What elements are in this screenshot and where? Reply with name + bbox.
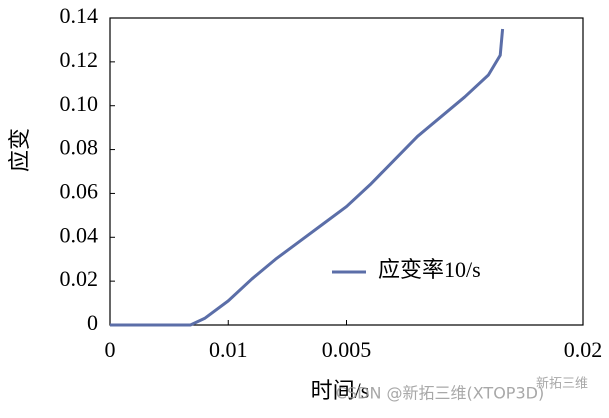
watermark-logo: 新拓三维 bbox=[536, 376, 588, 392]
plot-frame bbox=[109, 17, 584, 326]
legend-label: 应变率10/s bbox=[378, 257, 481, 282]
x-tick-label: 0.01 bbox=[209, 337, 248, 362]
y-tick-label: 0.02 bbox=[60, 266, 99, 291]
y-tick-label: 0.12 bbox=[60, 47, 99, 72]
x-axis-label: 时间/s bbox=[311, 378, 370, 403]
y-tick-label: 0 bbox=[87, 310, 98, 335]
x-tick-label: 0 bbox=[105, 337, 116, 362]
y-tick-label: 0.04 bbox=[60, 222, 99, 247]
y-tick-label: 0.06 bbox=[60, 178, 99, 203]
y-axis-label: 应变 bbox=[7, 128, 32, 172]
data-line bbox=[110, 28, 505, 327]
y-tick-label: 0.14 bbox=[60, 3, 99, 28]
y-tick-label: 0.10 bbox=[60, 91, 99, 116]
y-tick-label: 0.08 bbox=[60, 135, 99, 160]
x-tick-label: 0.005 bbox=[322, 337, 372, 362]
x-tick-label: 0.02 bbox=[564, 337, 603, 362]
watermark: CSDN @新拓三维(XTOP3D) bbox=[336, 384, 544, 403]
